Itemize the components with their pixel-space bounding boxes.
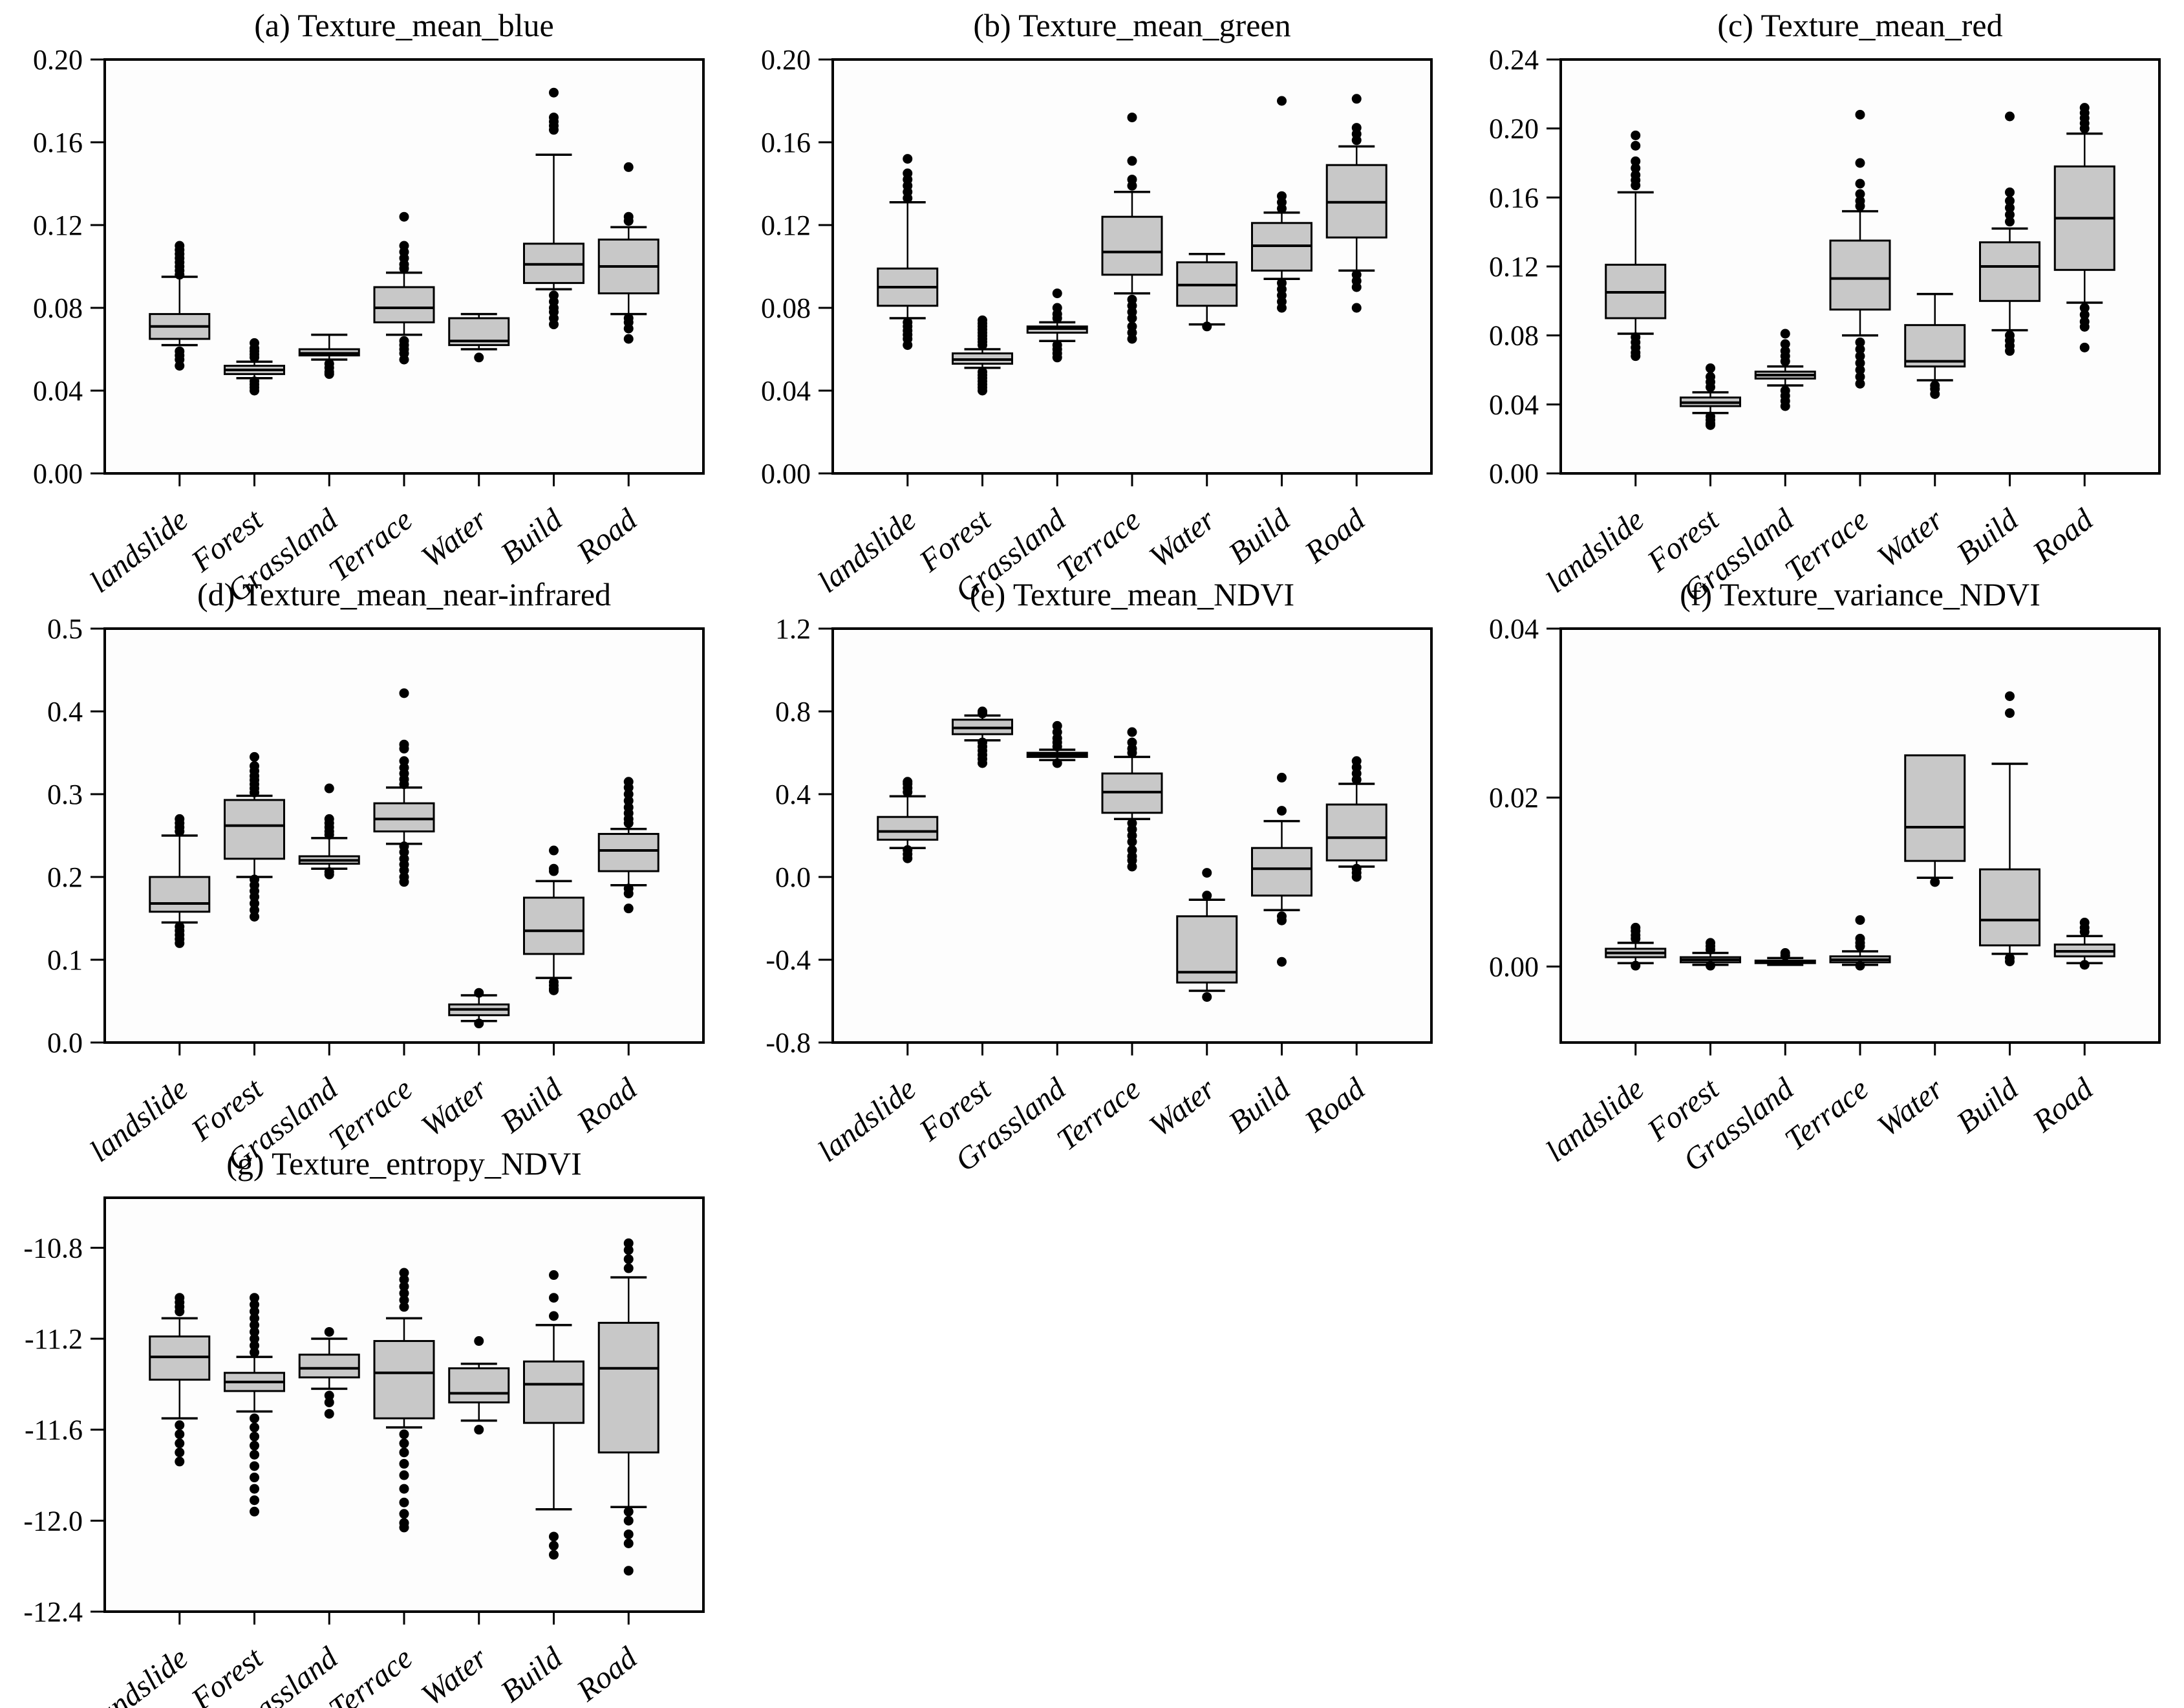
svg-text:0.4: 0.4 xyxy=(47,696,83,728)
svg-text:0.16: 0.16 xyxy=(1489,182,1539,213)
svg-text:0.8: 0.8 xyxy=(775,696,811,728)
svg-text:0.00: 0.00 xyxy=(33,458,83,490)
svg-text:0.00: 0.00 xyxy=(1489,458,1539,490)
svg-text:Terrace: Terrace xyxy=(1779,1072,1875,1158)
svg-text:Build: Build xyxy=(495,1640,569,1708)
svg-text:0.3: 0.3 xyxy=(47,779,83,810)
svg-text:Water: Water xyxy=(1871,1072,1950,1143)
svg-text:-0.4: -0.4 xyxy=(765,944,811,976)
svg-text:0.12: 0.12 xyxy=(1489,251,1539,283)
svg-text:0.0: 0.0 xyxy=(47,1027,83,1059)
svg-text:-10.8: -10.8 xyxy=(23,1232,83,1264)
svg-text:0.0: 0.0 xyxy=(775,861,811,893)
chart-title-b: (b) Texture_mean_green xyxy=(973,7,1291,43)
svg-text:0.04: 0.04 xyxy=(33,375,83,407)
svg-text:0.08: 0.08 xyxy=(761,292,811,324)
svg-text:0.00: 0.00 xyxy=(1489,951,1539,982)
chart-title-a: (a) Texture_mean_blue xyxy=(254,7,554,43)
svg-text:0.08: 0.08 xyxy=(33,292,83,324)
svg-text:0.12: 0.12 xyxy=(761,210,811,241)
boxplot-canvas-a: 0.000.040.080.120.160.20landslideForestG… xyxy=(33,44,705,609)
svg-text:Water: Water xyxy=(1871,503,1950,574)
svg-text:Water: Water xyxy=(415,1072,494,1143)
svg-text:Road: Road xyxy=(2026,502,2100,570)
boxplot-canvas-d: 0.00.10.20.30.40.5landslideForestGrassla… xyxy=(47,613,705,1178)
chart-title-c: (c) Texture_mean_red xyxy=(1717,7,2003,43)
svg-text:0.20: 0.20 xyxy=(761,44,811,76)
subplot-texture-mean-blue: (a) Texture_mean_blue 0.00 0.04 0.08 0.12 0.… xyxy=(0,0,728,609)
svg-text:Water: Water xyxy=(415,503,494,574)
subplot-texture-mean-near-infrared: (d) Texture_mean_near-infrared 0.0 0.1 0.2… xyxy=(0,569,728,1178)
svg-text:0.2: 0.2 xyxy=(47,861,83,893)
svg-text:0.1: 0.1 xyxy=(47,944,83,976)
svg-text:0.12: 0.12 xyxy=(33,210,83,241)
svg-text:-12.4: -12.4 xyxy=(23,1596,83,1628)
svg-text:Road: Road xyxy=(570,1640,644,1708)
subplot-texture-mean-green: (b) Texture_mean_green 0.00 0.04 0.08 0.12 0… xyxy=(728,0,1456,609)
subplot-texture-mean-ndvi: (e) Texture_mean_NDVI -0.8 -0.4 0.0 0.4 0.8 1… xyxy=(728,569,1456,1178)
svg-text:Terrace: Terrace xyxy=(1051,1072,1147,1158)
svg-text:0.04: 0.04 xyxy=(1489,389,1539,420)
svg-text:0.20: 0.20 xyxy=(33,44,83,76)
svg-text:-11.2: -11.2 xyxy=(25,1323,83,1355)
chart-title-e: (e) Texture_mean_NDVI xyxy=(969,576,1295,612)
svg-text:0.04: 0.04 xyxy=(1489,613,1539,645)
boxplot-canvas-b: 0.000.040.080.120.160.20landslideForestG… xyxy=(761,44,1433,609)
boxplot-canvas-g: -10.8-11.2-11.6-12.0-12.4landslideForest… xyxy=(23,1196,705,1708)
boxplot-canvas-c: 0.000.040.080.120.160.200.24landslideFor… xyxy=(1489,44,2161,609)
svg-text:0.08: 0.08 xyxy=(1489,320,1539,352)
svg-text:Build: Build xyxy=(495,502,569,570)
svg-text:Build: Build xyxy=(1223,1071,1297,1140)
svg-text:-11.6: -11.6 xyxy=(25,1414,83,1446)
svg-text:0.16: 0.16 xyxy=(33,127,83,158)
svg-text:landslide: landslide xyxy=(83,1641,194,1708)
svg-text:Road: Road xyxy=(1298,1071,1372,1139)
svg-text:0.4: 0.4 xyxy=(775,779,811,810)
svg-text:0.00: 0.00 xyxy=(761,458,811,490)
chart-title-d: (d) Texture_mean_near-infrared xyxy=(197,576,612,612)
chart-title-g: (g) Texture_entropy_NDVI xyxy=(226,1145,582,1182)
svg-text:Build: Build xyxy=(1951,1071,2025,1140)
svg-text:0.5: 0.5 xyxy=(47,613,83,645)
boxplot-canvas-e: -0.8-0.40.00.40.81.2landslideForestGrass… xyxy=(765,613,1433,1178)
svg-text:-12.0: -12.0 xyxy=(23,1505,83,1537)
svg-text:0.24: 0.24 xyxy=(1489,44,1539,76)
svg-text:Water: Water xyxy=(1143,503,1222,574)
svg-text:Road: Road xyxy=(1298,502,1372,570)
boxplot-canvas-f: 0.000.020.04landslideForestGrasslandTerr… xyxy=(1489,613,2161,1178)
svg-text:1.2: 1.2 xyxy=(775,613,811,645)
subplot-texture-mean-red: (c) Texture_mean_red 0.00 0.04 0.08 0.12 0.1… xyxy=(1456,0,2184,609)
svg-text:Road: Road xyxy=(2026,1071,2100,1139)
svg-text:Build: Build xyxy=(1951,502,2025,570)
subplot-texture-entropy-ndvi: (g) Texture_entropy_NDVI -10.8 -11.2 -11.6… xyxy=(0,1138,728,1708)
svg-text:0.16: 0.16 xyxy=(761,127,811,158)
svg-text:0.04: 0.04 xyxy=(761,375,811,407)
svg-text:Road: Road xyxy=(570,1071,644,1139)
svg-text:0.20: 0.20 xyxy=(1489,113,1539,145)
svg-text:Terrace: Terrace xyxy=(323,1641,419,1708)
svg-text:Road: Road xyxy=(570,502,644,570)
svg-text:landslide: landslide xyxy=(811,1072,922,1169)
svg-text:landslide: landslide xyxy=(1539,1072,1650,1169)
svg-text:Build: Build xyxy=(1223,502,1297,570)
svg-text:-0.8: -0.8 xyxy=(765,1027,811,1059)
svg-text:Build: Build xyxy=(495,1071,569,1140)
chart-title-f: (f) Texture_variance_NDVI xyxy=(1680,576,2040,612)
svg-text:Water: Water xyxy=(415,1641,494,1708)
svg-text:0.02: 0.02 xyxy=(1489,782,1539,814)
subplot-texture-variance-ndvi: (f) Texture_variance_NDVI 0.00 0.02 0.04 la… xyxy=(1456,569,2184,1178)
svg-text:Water: Water xyxy=(1143,1072,1222,1143)
